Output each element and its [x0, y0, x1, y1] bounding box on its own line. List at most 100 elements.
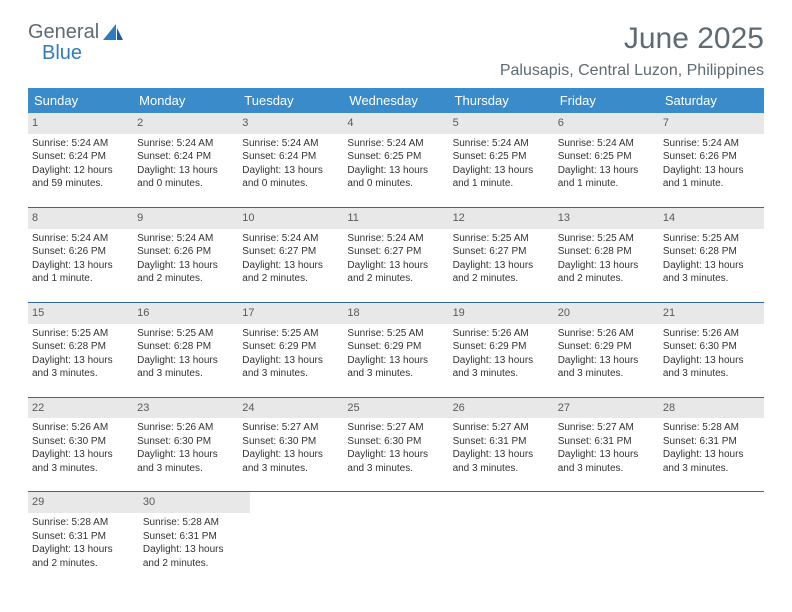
day-sunset: Sunset: 6:26 PM [663, 150, 760, 164]
day-cell: 28Sunrise: 5:28 AMSunset: 6:31 PMDayligh… [659, 398, 764, 480]
day-d1: Daylight: 13 hours [242, 259, 339, 273]
day-sunrise: Sunrise: 5:27 AM [347, 421, 444, 435]
day-cell: 20Sunrise: 5:26 AMSunset: 6:29 PMDayligh… [554, 303, 659, 385]
day-d2: and 1 minute. [32, 272, 129, 286]
day-d1: Daylight: 13 hours [347, 164, 444, 178]
day-d1: Daylight: 13 hours [663, 354, 760, 368]
day-sunset: Sunset: 6:28 PM [663, 245, 760, 259]
day-d1: Daylight: 13 hours [663, 164, 760, 178]
day-sunset: Sunset: 6:30 PM [663, 340, 760, 354]
day-d2: and 2 minutes. [453, 272, 550, 286]
day-d1: Daylight: 13 hours [32, 354, 129, 368]
day-d1: Daylight: 12 hours [32, 164, 129, 178]
day-sunrise: Sunrise: 5:24 AM [347, 137, 444, 151]
day-number: 17 [238, 303, 343, 324]
day-d1: Daylight: 13 hours [558, 259, 655, 273]
logo-line2: Blue [42, 43, 99, 64]
day-d2: and 3 minutes. [663, 367, 760, 381]
day-sunset: Sunset: 6:31 PM [143, 530, 246, 544]
day-sunrise: Sunrise: 5:25 AM [453, 232, 550, 246]
day-cell: 4Sunrise: 5:24 AMSunset: 6:25 PMDaylight… [343, 113, 448, 195]
day-sunrise: Sunrise: 5:24 AM [32, 137, 129, 151]
day-sunset: Sunset: 6:29 PM [242, 340, 339, 354]
day-d1: Daylight: 13 hours [242, 448, 339, 462]
weekday-wed: Wednesday [343, 88, 448, 113]
day-d2: and 2 minutes. [242, 272, 339, 286]
day-cell: 9Sunrise: 5:24 AMSunset: 6:26 PMDaylight… [133, 208, 238, 290]
day-cell: 8Sunrise: 5:24 AMSunset: 6:26 PMDaylight… [28, 208, 133, 290]
day-sunrise: Sunrise: 5:25 AM [663, 232, 760, 246]
day-d2: and 2 minutes. [558, 272, 655, 286]
day-d1: Daylight: 13 hours [453, 259, 550, 273]
day-number: 10 [238, 208, 343, 229]
day-sunrise: Sunrise: 5:25 AM [558, 232, 655, 246]
day-d1: Daylight: 13 hours [242, 354, 339, 368]
day-d1: Daylight: 13 hours [558, 354, 655, 368]
day-number: 4 [343, 113, 448, 134]
day-sunset: Sunset: 6:25 PM [453, 150, 550, 164]
day-sunrise: Sunrise: 5:27 AM [242, 421, 339, 435]
day-number: 14 [659, 208, 764, 229]
day-cell: 25Sunrise: 5:27 AMSunset: 6:30 PMDayligh… [343, 398, 448, 480]
day-sunrise: Sunrise: 5:25 AM [347, 327, 444, 341]
day-d2: and 1 minute. [453, 177, 550, 191]
day-sunrise: Sunrise: 5:24 AM [558, 137, 655, 151]
weekday-mon: Monday [133, 88, 238, 113]
day-cell: 1Sunrise: 5:24 AMSunset: 6:24 PMDaylight… [28, 113, 133, 195]
month-title: June 2025 [500, 22, 764, 56]
day-sunset: Sunset: 6:29 PM [347, 340, 444, 354]
weekday-sat: Saturday [659, 88, 764, 113]
day-cell: 13Sunrise: 5:25 AMSunset: 6:28 PMDayligh… [554, 208, 659, 290]
day-cell: 24Sunrise: 5:27 AMSunset: 6:30 PMDayligh… [238, 398, 343, 480]
day-d1: Daylight: 13 hours [137, 259, 234, 273]
day-sunrise: Sunrise: 5:25 AM [32, 327, 129, 341]
weekday-tue: Tuesday [238, 88, 343, 113]
week-row: 1Sunrise: 5:24 AMSunset: 6:24 PMDaylight… [28, 113, 764, 195]
day-cell: 29Sunrise: 5:28 AMSunset: 6:31 PMDayligh… [28, 492, 139, 574]
empty-cell [353, 492, 456, 574]
day-d1: Daylight: 13 hours [558, 448, 655, 462]
day-cell: 11Sunrise: 5:24 AMSunset: 6:27 PMDayligh… [343, 208, 448, 290]
day-sunrise: Sunrise: 5:24 AM [242, 137, 339, 151]
weekday-thu: Thursday [449, 88, 554, 113]
day-d1: Daylight: 13 hours [558, 164, 655, 178]
day-cell: 26Sunrise: 5:27 AMSunset: 6:31 PMDayligh… [449, 398, 554, 480]
day-d2: and 3 minutes. [242, 367, 339, 381]
day-number: 1 [28, 113, 133, 134]
day-sunset: Sunset: 6:26 PM [32, 245, 129, 259]
day-number: 11 [343, 208, 448, 229]
weekday-row: Sunday Monday Tuesday Wednesday Thursday… [28, 88, 764, 113]
empty-cell [661, 492, 764, 574]
day-sunrise: Sunrise: 5:26 AM [137, 421, 234, 435]
day-sunrise: Sunrise: 5:26 AM [453, 327, 550, 341]
day-d1: Daylight: 13 hours [32, 448, 129, 462]
day-d1: Daylight: 13 hours [137, 164, 234, 178]
day-number: 8 [28, 208, 133, 229]
day-number: 6 [554, 113, 659, 134]
day-cell: 27Sunrise: 5:27 AMSunset: 6:31 PMDayligh… [554, 398, 659, 480]
day-number: 18 [343, 303, 448, 324]
day-d2: and 3 minutes. [453, 462, 550, 476]
day-cell: 30Sunrise: 5:28 AMSunset: 6:31 PMDayligh… [139, 492, 250, 574]
day-number: 12 [449, 208, 554, 229]
day-sunrise: Sunrise: 5:24 AM [663, 137, 760, 151]
day-sunset: Sunset: 6:31 PM [663, 435, 760, 449]
day-cell: 23Sunrise: 5:26 AMSunset: 6:30 PMDayligh… [133, 398, 238, 480]
day-d1: Daylight: 13 hours [32, 259, 129, 273]
day-sunset: Sunset: 6:31 PM [453, 435, 550, 449]
logo-text: General Blue [28, 22, 99, 64]
week-row: 29Sunrise: 5:28 AMSunset: 6:31 PMDayligh… [28, 491, 764, 574]
day-cell: 16Sunrise: 5:25 AMSunset: 6:28 PMDayligh… [133, 303, 238, 385]
day-sunrise: Sunrise: 5:24 AM [137, 137, 234, 151]
day-sunrise: Sunrise: 5:28 AM [32, 516, 135, 530]
day-sunset: Sunset: 6:28 PM [137, 340, 234, 354]
day-d2: and 3 minutes. [558, 462, 655, 476]
day-d2: and 0 minutes. [347, 177, 444, 191]
day-d2: and 2 minutes. [137, 272, 234, 286]
day-cell: 3Sunrise: 5:24 AMSunset: 6:24 PMDaylight… [238, 113, 343, 195]
title-block: June 2025 Palusapis, Central Luzon, Phil… [500, 22, 764, 80]
day-d1: Daylight: 13 hours [453, 354, 550, 368]
day-sunset: Sunset: 6:30 PM [347, 435, 444, 449]
day-number: 24 [238, 398, 343, 419]
day-d2: and 2 minutes. [347, 272, 444, 286]
